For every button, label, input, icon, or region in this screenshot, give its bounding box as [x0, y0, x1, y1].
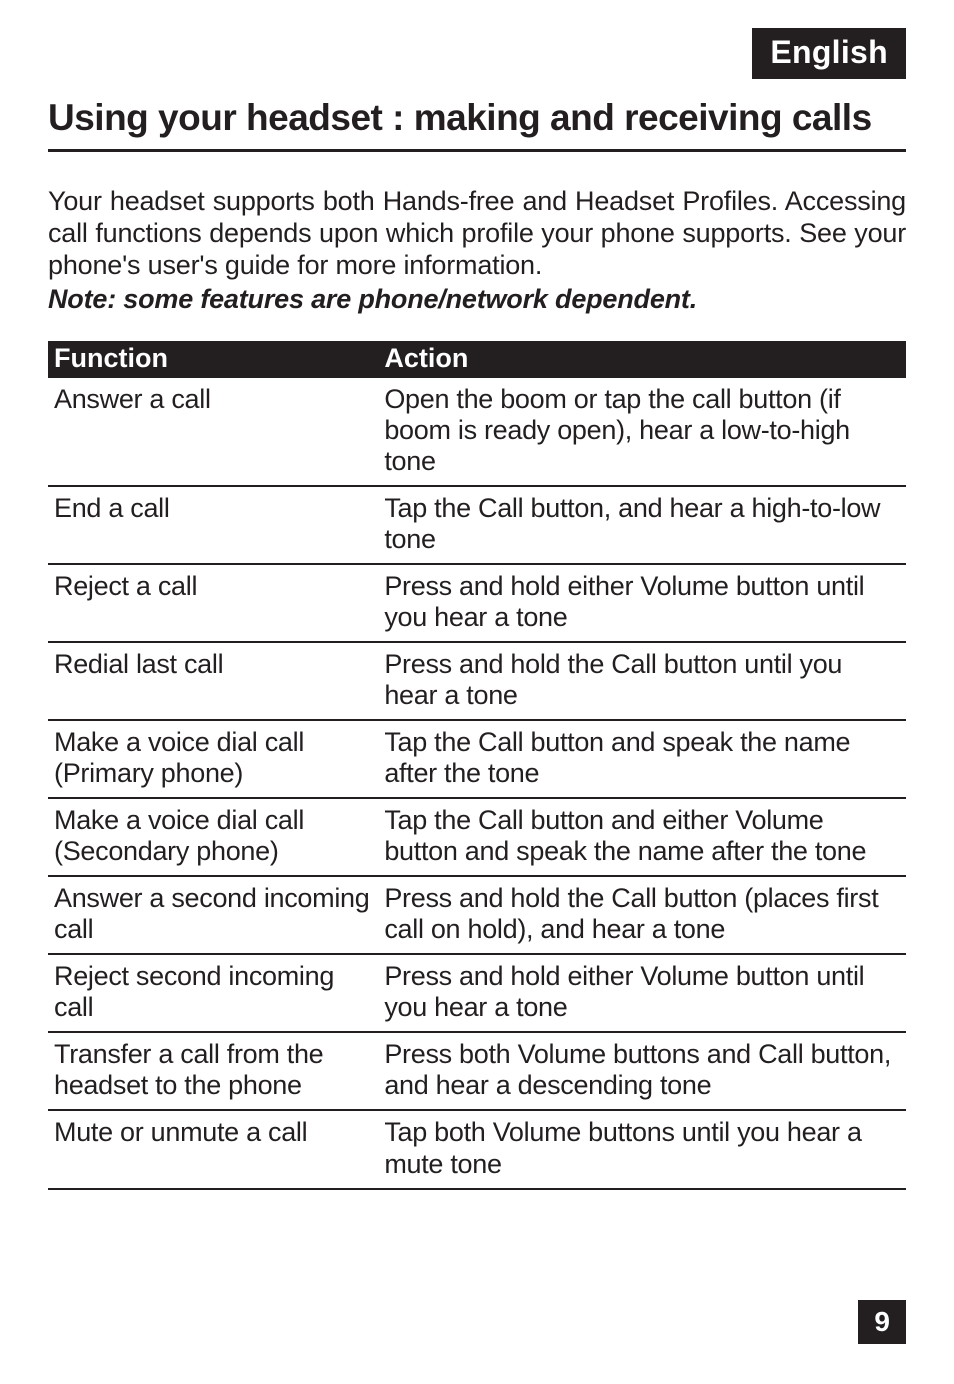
fn-cell: Make a voice dial call (Primary phone): [48, 720, 378, 798]
table-header-function: Function: [48, 341, 378, 378]
table-row: Reject second incoming call Press and ho…: [48, 954, 906, 1032]
ac-cell: Tap the Call button, and hear a high-to-…: [378, 486, 906, 564]
fn-cell: Reject a call: [48, 564, 378, 642]
table-row: Reject a call Press and hold either Volu…: [48, 564, 906, 642]
table-row: Answer a call Open the boom or tap the c…: [48, 378, 906, 486]
table-row: Mute or unmute a call Tap both Volume bu…: [48, 1110, 906, 1188]
ac-cell: Tap the Call button and speak the name a…: [378, 720, 906, 798]
fn-cell: Mute or unmute a call: [48, 1110, 378, 1188]
ac-cell: Open the boom or tap the call button (if…: [378, 378, 906, 486]
ac-cell: Press and hold either Volume button unti…: [378, 564, 906, 642]
fn-cell: Answer a second incoming call: [48, 876, 378, 954]
intro-paragraph: Your headset supports both Hands-free an…: [48, 186, 906, 282]
functions-table: Function Action Answer a call Open the b…: [48, 341, 906, 1190]
table-row: Make a voice dial call (Primary phone) T…: [48, 720, 906, 798]
table-row: Transfer a call from the headset to the …: [48, 1032, 906, 1110]
table-header-action: Action: [378, 341, 906, 378]
table-row: End a call Tap the Call button, and hear…: [48, 486, 906, 564]
fn-cell: Make a voice dial call (Secondary phone): [48, 798, 378, 876]
page-number: 9: [858, 1300, 906, 1344]
page-title: Using your headset : making and receivin…: [48, 97, 906, 152]
ac-cell: Press and hold the Call button (places f…: [378, 876, 906, 954]
table-row: Answer a second incoming call Press and …: [48, 876, 906, 954]
fn-cell: Transfer a call from the headset to the …: [48, 1032, 378, 1110]
ac-cell: Press and hold either Volume button unti…: [378, 954, 906, 1032]
ac-cell: Tap both Volume buttons until you hear a…: [378, 1110, 906, 1188]
ac-cell: Press and hold the Call button until you…: [378, 642, 906, 720]
ac-cell: Press both Volume buttons and Call butto…: [378, 1032, 906, 1110]
fn-cell: Answer a call: [48, 378, 378, 486]
note-line: Note: some features are phone/network de…: [48, 284, 906, 315]
fn-cell: Reject second incoming call: [48, 954, 378, 1032]
fn-cell: End a call: [48, 486, 378, 564]
fn-cell: Redial last call: [48, 642, 378, 720]
table-row: Make a voice dial call (Secondary phone)…: [48, 798, 906, 876]
table-row: Redial last call Press and hold the Call…: [48, 642, 906, 720]
language-badge: English: [752, 28, 906, 79]
ac-cell: Tap the Call button and either Volume bu…: [378, 798, 906, 876]
